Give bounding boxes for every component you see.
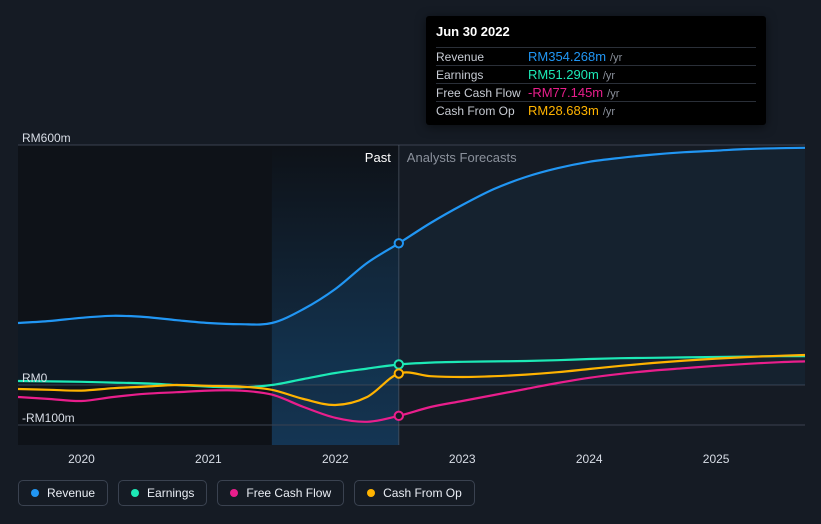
x-axis-label: 2025 xyxy=(703,452,730,466)
legend-item-free-cash-flow[interactable]: Free Cash Flow xyxy=(217,480,344,506)
legend-item-revenue[interactable]: Revenue xyxy=(18,480,108,506)
x-axis-label: 2020 xyxy=(68,452,95,466)
legend-item-earnings[interactable]: Earnings xyxy=(118,480,207,506)
marker-earnings xyxy=(395,360,403,368)
legend-dot xyxy=(131,489,139,497)
y-axis-label: RM600m xyxy=(22,131,71,145)
y-axis-label: RM0 xyxy=(22,371,47,385)
legend-label: Revenue xyxy=(47,486,95,500)
tooltip-unit: /yr xyxy=(603,106,615,118)
legend-item-cash-from-op[interactable]: Cash From Op xyxy=(354,480,475,506)
tooltip-row: RevenueRM354.268m/yr xyxy=(436,47,756,65)
tooltip-row: EarningsRM51.290m/yr xyxy=(436,65,756,83)
legend-label: Cash From Op xyxy=(383,486,462,500)
forecast-label: Analysts Forecasts xyxy=(407,150,517,165)
tooltip-date: Jun 30 2022 xyxy=(436,24,756,43)
tooltip-panel: Jun 30 2022 RevenueRM354.268m/yrEarnings… xyxy=(426,16,766,125)
tooltip-label: Earnings xyxy=(436,68,528,82)
legend-label: Earnings xyxy=(147,486,194,500)
tooltip-value: RM51.290m xyxy=(528,67,599,82)
x-axis-label: 2024 xyxy=(576,452,603,466)
tooltip-unit: /yr xyxy=(607,88,619,100)
past-label: Past xyxy=(365,150,391,165)
tooltip-row: Free Cash Flow-RM77.145m/yr xyxy=(436,83,756,101)
legend-dot xyxy=(367,489,375,497)
tooltip-unit: /yr xyxy=(610,52,622,64)
tooltip-label: Revenue xyxy=(436,50,528,64)
tooltip-value: RM28.683m xyxy=(528,103,599,118)
marker-cash-from-op xyxy=(395,369,403,377)
tooltip-value: -RM77.145m xyxy=(528,85,603,100)
y-axis-label: -RM100m xyxy=(22,411,75,425)
legend-dot xyxy=(31,489,39,497)
x-axis-label: 2021 xyxy=(195,452,222,466)
x-axis-label: 2022 xyxy=(322,452,349,466)
financial-chart: Jun 30 2022 RevenueRM354.268m/yrEarnings… xyxy=(0,0,821,524)
legend: Revenue Earnings Free Cash Flow Cash From O… xyxy=(18,480,475,506)
marker-free-cash-flow xyxy=(395,412,403,420)
marker-revenue xyxy=(395,239,403,247)
tooltip-label: Free Cash Flow xyxy=(436,86,528,100)
tooltip-row: Cash From OpRM28.683m/yr xyxy=(436,101,756,119)
tooltip-unit: /yr xyxy=(603,70,615,82)
legend-dot xyxy=(230,489,238,497)
x-axis-label: 2023 xyxy=(449,452,476,466)
legend-label: Free Cash Flow xyxy=(246,486,331,500)
tooltip-label: Cash From Op xyxy=(436,104,528,118)
tooltip-value: RM354.268m xyxy=(528,49,606,64)
